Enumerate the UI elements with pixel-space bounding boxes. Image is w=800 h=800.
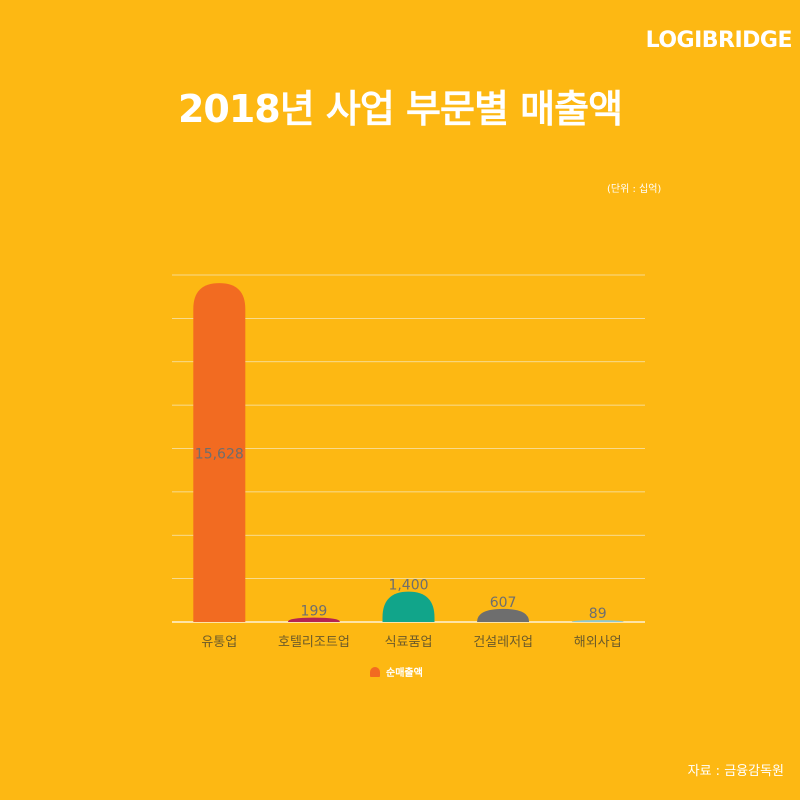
value-label-5: 89 <box>589 606 607 622</box>
bars <box>193 283 624 622</box>
legend-swatch <box>370 666 380 677</box>
category-label-3: 식료품업 <box>385 635 433 650</box>
bar-1 <box>193 283 246 622</box>
bar-4 <box>477 608 530 622</box>
value-label-4: 607 <box>490 595 517 611</box>
chart-title: 2018년 사업 부문별 매출액 <box>177 87 623 131</box>
brand-logo: LOGIBRIDGE <box>645 28 793 53</box>
legend: 순매출액 <box>370 664 423 679</box>
value-label-2: 199 <box>301 604 328 620</box>
unit-note: (단위 : 십억) <box>607 184 662 195</box>
category-labels: 유통업 호텔리조트업 식료품업 건설레저업 해외사업 <box>201 635 621 650</box>
value-label-1: 15,628 <box>195 447 244 463</box>
legend-label: 순매출액 <box>386 668 423 679</box>
source-note: 자료 : 금융감독원 <box>687 764 784 779</box>
bar-2 <box>287 617 340 622</box>
category-label-4: 건설레저업 <box>473 635 533 650</box>
value-label-3: 1,400 <box>388 578 428 594</box>
category-label-5: 해외사업 <box>574 635 622 650</box>
value-labels: 15,628 199 1,400 607 89 <box>195 447 607 623</box>
category-label-1: 유통업 <box>201 635 237 650</box>
bar-5 <box>571 620 624 622</box>
bar-3 <box>382 591 435 622</box>
category-label-2: 호텔리조트업 <box>278 635 350 650</box>
